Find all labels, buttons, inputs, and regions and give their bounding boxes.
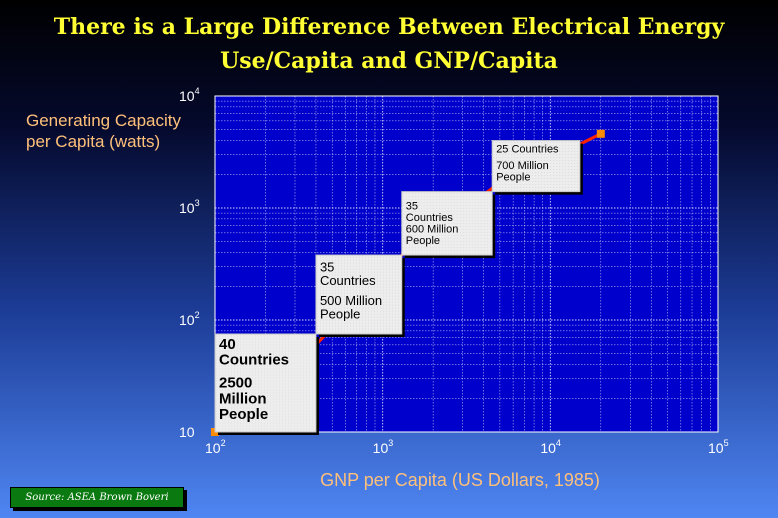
group-label: 35 bbox=[320, 259, 334, 274]
x-tick-exponent: 4 bbox=[556, 438, 561, 448]
group-label: 40 bbox=[219, 336, 236, 353]
group-label: Countries bbox=[219, 352, 289, 369]
chart-title-line-2: Use/Capita and GNP/Capita bbox=[220, 48, 558, 74]
y-tick-label: 103 bbox=[179, 198, 200, 216]
x-tick-label: 103 bbox=[373, 438, 394, 456]
y-axis-label: Generating Capacity per Capita (watts) bbox=[26, 111, 181, 151]
group-label: 35 bbox=[406, 201, 418, 213]
grid-lines bbox=[215, 96, 718, 432]
group-box-bg bbox=[214, 333, 317, 433]
group-label: People bbox=[219, 406, 268, 423]
group-label: 25 Countries bbox=[496, 143, 559, 155]
group-label: 500 Million bbox=[320, 293, 382, 308]
group-label: Countries bbox=[406, 212, 454, 224]
chart-title-line-1: There is a Large Difference Between Elec… bbox=[53, 14, 725, 40]
x-tick-exponent: 2 bbox=[221, 438, 226, 448]
source-note: Source: ASEA Brown Boveri bbox=[10, 487, 184, 508]
group-label: 600 Million bbox=[406, 224, 459, 236]
y-tick-exponent: 4 bbox=[195, 86, 200, 96]
group-label: Million bbox=[219, 390, 267, 407]
x-tick-label: 102 bbox=[205, 438, 226, 456]
x-tick-label: 104 bbox=[540, 438, 561, 456]
axis-ticks: 102 103 104 105 10 102 103 104 bbox=[179, 86, 729, 456]
y-tick-label: 104 bbox=[179, 86, 200, 104]
group-label: People bbox=[406, 235, 440, 247]
y-tick-label: 10 bbox=[179, 424, 195, 440]
group-box-bg bbox=[401, 191, 493, 256]
group-label: 700 Million bbox=[496, 160, 549, 172]
x-tick-exponent: 3 bbox=[388, 438, 393, 448]
group-label: Countries bbox=[320, 273, 376, 288]
y-tick-exponent: 3 bbox=[195, 198, 200, 208]
group-label: People bbox=[320, 307, 360, 322]
country-groups: 40Countries2500MillionPeople35Countries5… bbox=[214, 140, 583, 435]
data-point-marker bbox=[596, 129, 605, 138]
y-tick-exponent: 2 bbox=[195, 310, 200, 320]
group-label: People bbox=[496, 172, 530, 184]
group-box-bg bbox=[315, 254, 403, 335]
x-tick-label: 105 bbox=[708, 438, 729, 456]
x-tick-exponent: 5 bbox=[724, 438, 729, 448]
x-axis-label: GNP per Capita (US Dollars, 1985) bbox=[320, 470, 600, 490]
group-box-bg bbox=[491, 140, 581, 193]
y-tick-label: 102 bbox=[179, 310, 200, 328]
group-label: 2500 bbox=[219, 375, 252, 392]
